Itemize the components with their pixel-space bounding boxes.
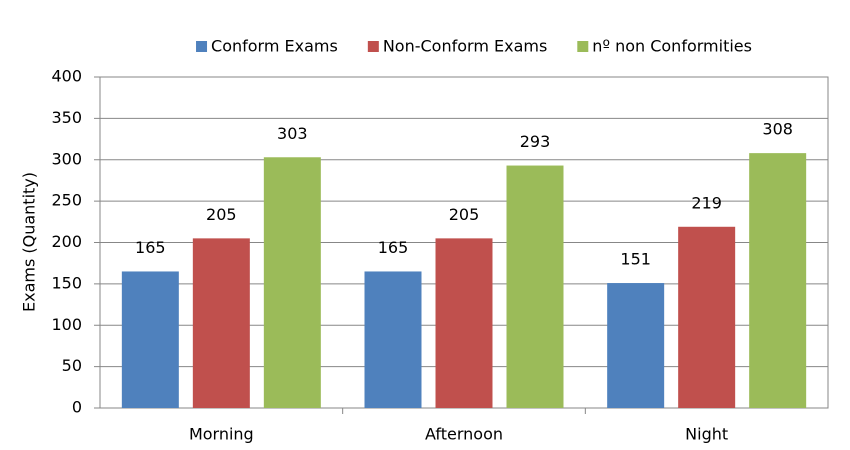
legend-label: Conform Exams bbox=[211, 37, 338, 56]
x-tick-label: Night bbox=[685, 425, 728, 444]
legend-label: Non-Conform Exams bbox=[383, 37, 547, 56]
bar bbox=[678, 226, 736, 408]
y-tick-label: 350 bbox=[51, 108, 82, 127]
value-label: 308 bbox=[762, 120, 793, 139]
legend-swatch bbox=[367, 41, 379, 52]
x-tick-label: Morning bbox=[189, 425, 254, 444]
y-tick-label: 100 bbox=[51, 315, 82, 334]
bar bbox=[263, 157, 321, 408]
legend-swatch bbox=[196, 41, 208, 52]
value-label: 151 bbox=[620, 250, 651, 269]
y-axis-title: Exams (Quantity) bbox=[20, 172, 39, 312]
value-label: 303 bbox=[277, 124, 308, 143]
value-label: 165 bbox=[378, 238, 409, 257]
bar bbox=[506, 165, 564, 408]
bar bbox=[364, 271, 422, 408]
legend-label: nº non Conformities bbox=[592, 37, 752, 56]
value-label: 205 bbox=[206, 205, 237, 224]
value-label: 165 bbox=[135, 238, 166, 257]
x-tick-label: Afternoon bbox=[425, 425, 503, 444]
y-tick-label: 0 bbox=[72, 398, 82, 417]
y-tick-label: 300 bbox=[51, 149, 82, 168]
bar bbox=[121, 271, 179, 408]
legend-swatch bbox=[577, 41, 589, 52]
y-tick-label: 400 bbox=[51, 67, 82, 86]
y-tick-label: 250 bbox=[51, 191, 82, 210]
value-label: 205 bbox=[449, 205, 480, 224]
y-tick-label: 200 bbox=[51, 232, 82, 251]
value-label: 219 bbox=[691, 193, 722, 212]
bar bbox=[435, 238, 493, 408]
y-tick-label: 50 bbox=[62, 356, 82, 375]
bar bbox=[607, 283, 665, 408]
bar bbox=[192, 238, 250, 408]
bar bbox=[749, 153, 807, 408]
y-tick-label: 150 bbox=[51, 273, 82, 292]
value-label: 293 bbox=[520, 132, 551, 151]
